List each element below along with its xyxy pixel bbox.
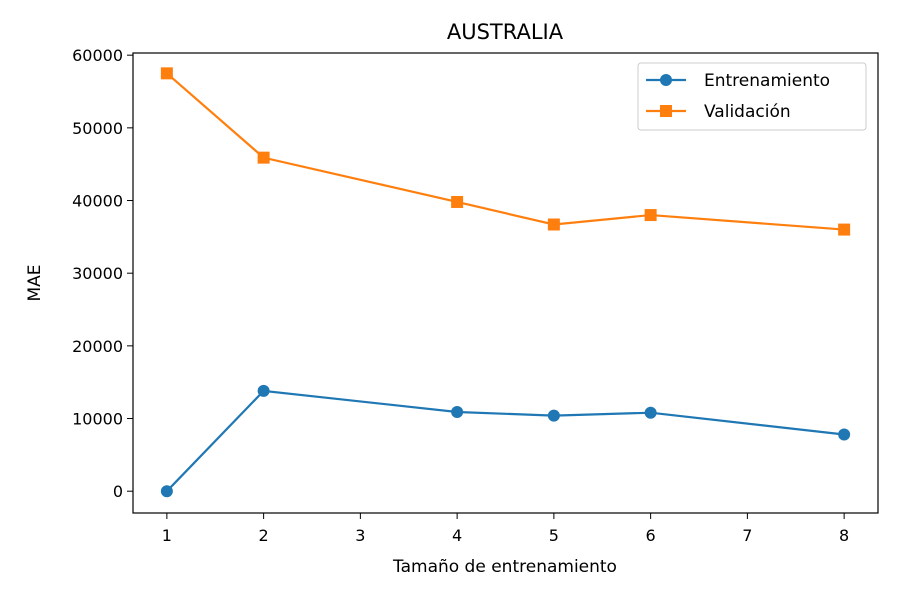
legend-label: Validación [704, 102, 791, 122]
y-tick-label: 10000 [72, 410, 123, 429]
x-tick-label: 2 [259, 526, 269, 545]
legend-item: Validación [646, 102, 791, 122]
series-layer [160, 67, 851, 498]
legend-box [637, 62, 867, 131]
x-axis-ticks: 1 2 3 4 5 6 7 8 [162, 513, 849, 545]
data-point [257, 384, 270, 397]
legend-label: Entrenamiento [704, 71, 830, 91]
y-tick-label: 60000 [72, 46, 123, 65]
y-tick-label: 0 [113, 482, 123, 501]
series-line [166, 72, 845, 231]
y-tick-label: 20000 [72, 337, 123, 356]
data-point [451, 405, 464, 418]
legend-marker [660, 74, 672, 86]
y-axis-ticks: 0 10000 20000 30000 40000 50000 60000 [72, 46, 133, 501]
chart-title: AUSTRALIA [447, 20, 564, 44]
legend-item: Entrenamiento [646, 71, 830, 91]
series-entrenamiento [160, 384, 851, 498]
data-point [838, 428, 851, 441]
x-tick-label: 3 [355, 526, 365, 545]
y-axis-label: MAE [25, 264, 45, 301]
series-validacion [160, 67, 851, 236]
data-point [644, 209, 657, 222]
x-tick-label: 4 [452, 526, 462, 545]
data-point [838, 223, 851, 236]
data-point [451, 195, 464, 208]
x-tick-label: 6 [646, 526, 656, 545]
legend: Entrenamiento Validación [637, 62, 867, 131]
plot-frame [132, 52, 879, 514]
y-tick-label: 40000 [72, 192, 123, 211]
x-tick-label: 5 [549, 526, 559, 545]
data-point [257, 151, 270, 164]
x-tick-label: 8 [839, 526, 849, 545]
x-tick-label: 7 [742, 526, 752, 545]
y-tick-label: 50000 [72, 119, 123, 138]
data-point [644, 406, 657, 419]
data-point [160, 485, 173, 498]
y-tick-label: 30000 [72, 264, 123, 283]
legend-marker [660, 105, 672, 117]
x-tick-label: 1 [162, 526, 172, 545]
series-line [166, 389, 845, 492]
data-point [547, 409, 560, 422]
data-point [160, 67, 173, 80]
data-point [547, 218, 560, 231]
x-axis-label: Tamaño de entrenamiento [392, 557, 617, 577]
